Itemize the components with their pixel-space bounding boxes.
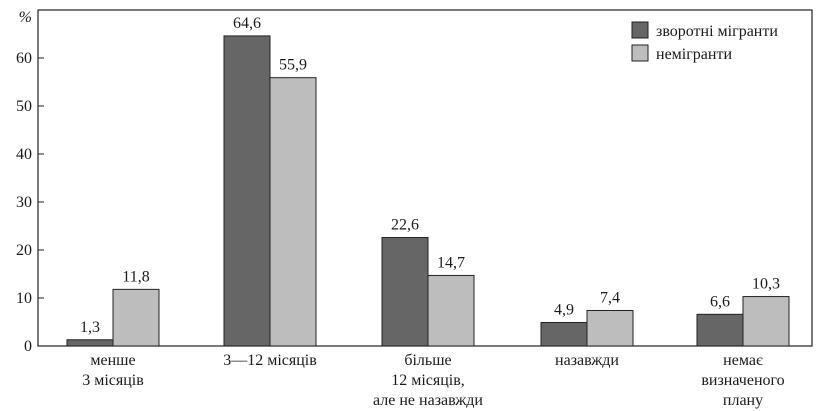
data-label: 10,3 [752,276,780,293]
data-label: 11,8 [122,268,149,285]
data-label: 22,6 [391,217,419,234]
y-tick-label: 50 [16,98,32,115]
x-category-label: плану [723,392,763,409]
bar-return-migrants [540,321,588,347]
data-label: 14,7 [437,254,465,271]
bar-non-migrants [427,274,475,347]
bar-non-migrants [112,288,160,347]
x-category-label: менше [90,352,135,369]
x-category-label: назавжди [555,352,619,369]
bar-non-migrants [742,296,790,347]
y-tick-label: 40 [16,146,32,163]
legend-swatch [631,44,649,62]
bar-non-migrants [269,77,317,347]
data-label: 7,4 [600,289,620,306]
data-label: 55,9 [279,57,307,74]
legend-label: зворотні мігранти [656,23,778,40]
y-tick-label: 60 [16,50,32,67]
y-tick-label: 0 [24,338,32,355]
bar-return-migrants [696,313,744,347]
bar-non-migrants [586,309,634,347]
x-category-label: визначеного [701,372,784,389]
y-tick-label: 20 [16,242,32,259]
y-tick-label: 10 [16,290,32,307]
x-category-label: але не назавжди [373,392,483,409]
x-category-label: більше [404,352,451,369]
legend-swatch [631,21,649,39]
bar-return-migrants [66,339,114,347]
x-category-label: немає [723,352,763,369]
data-label: 64,6 [233,15,261,32]
bar-return-migrants [223,35,271,347]
y-tick-label: 30 [16,194,32,211]
data-label: 6,6 [710,293,730,310]
data-label: 1,3 [80,319,100,336]
data-label: 4,9 [554,301,574,318]
x-category-label: 12 місяців, [391,372,465,389]
x-category-label: 3 місяців [82,372,144,389]
legend-label: немігранти [656,46,732,63]
bar-return-migrants [381,237,429,347]
x-category-label: 3—12 місяців [223,352,317,369]
y-unit-label: % [19,9,32,26]
